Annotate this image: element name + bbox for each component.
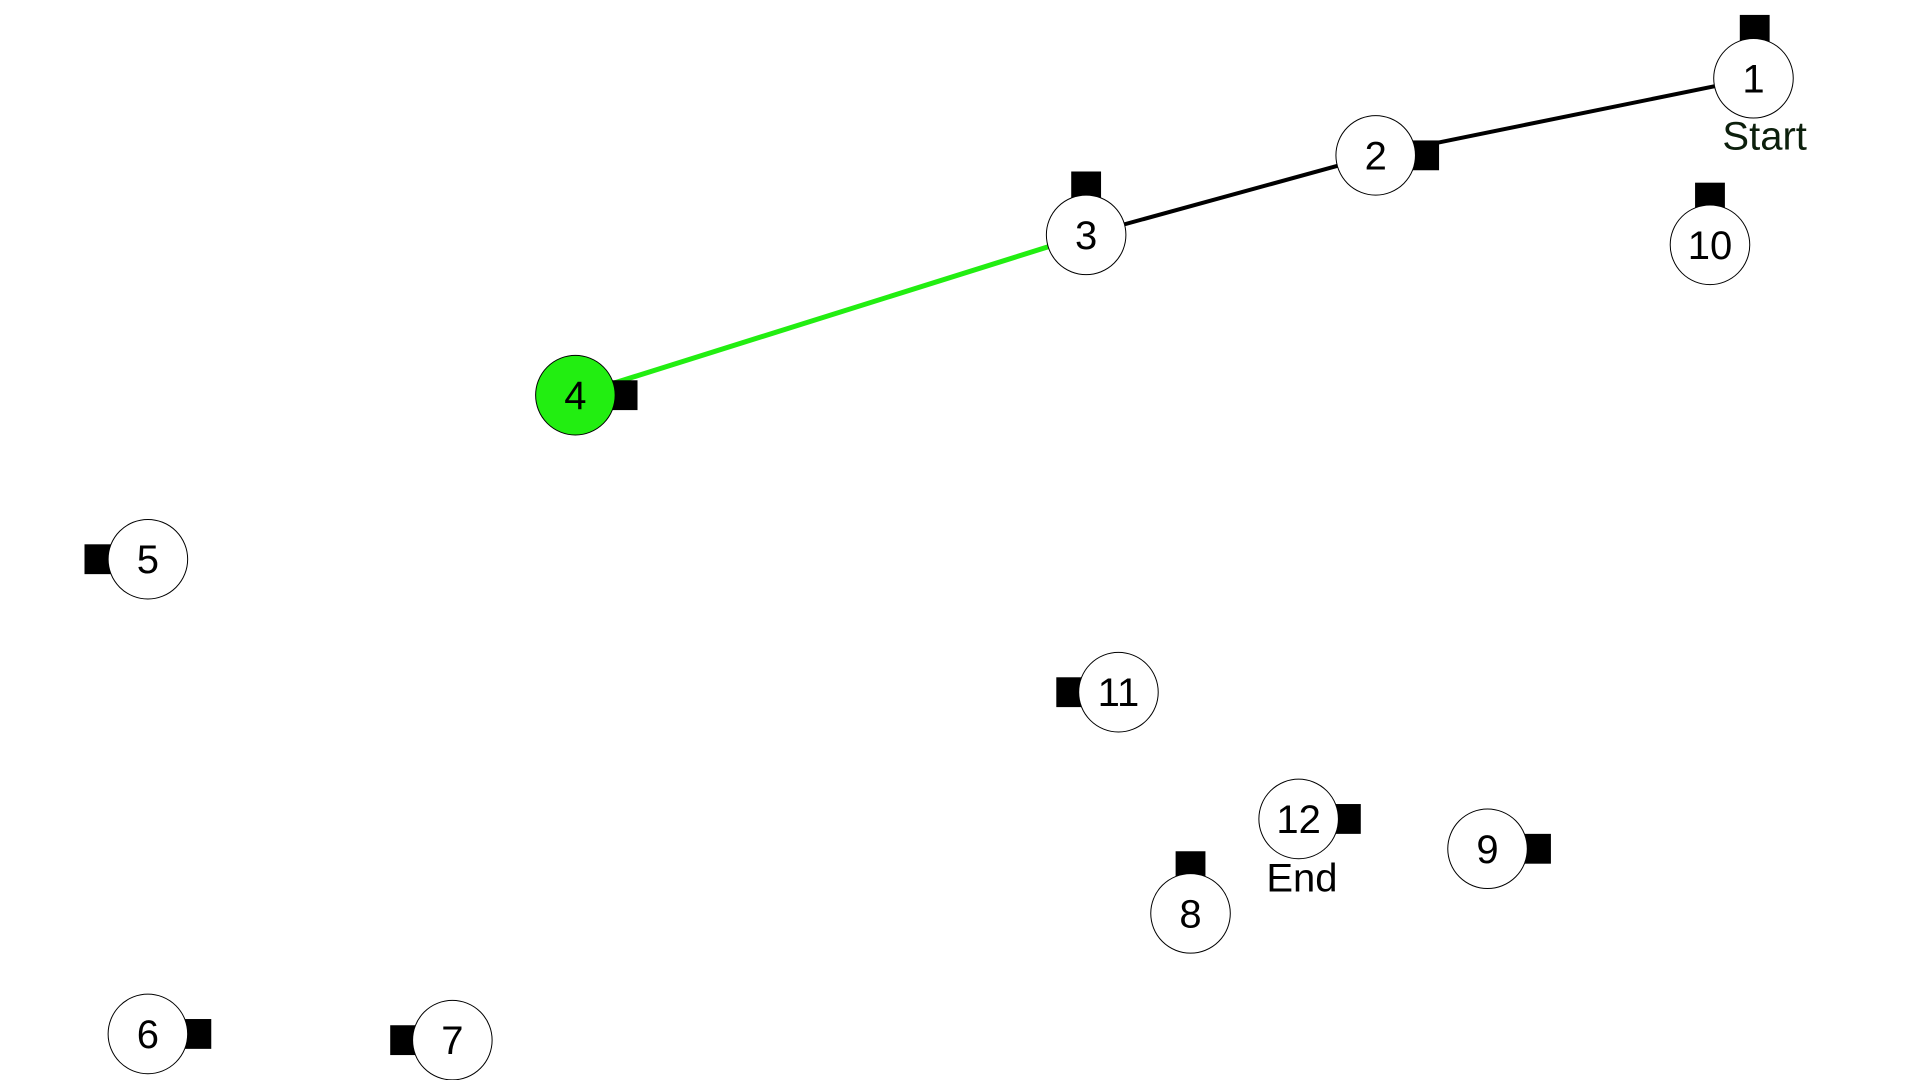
node-5-label: 5 (137, 538, 159, 582)
node-8-label: 8 (1179, 892, 1201, 936)
node-4[interactable]: 4 (535, 354, 616, 436)
node-10-circle (1669, 204, 1751, 286)
node-6-circle (107, 993, 189, 1075)
node-9-circle (1447, 808, 1528, 890)
node-3[interactable]: 3 (1045, 194, 1127, 276)
node-10[interactable]: 10 (1669, 204, 1751, 286)
node-1-note: Start (1722, 115, 1806, 159)
node-12-label: 12 (1276, 798, 1321, 842)
node-10-label: 10 (1688, 224, 1733, 268)
node-4-circle (535, 354, 616, 436)
node-1-circle (1713, 38, 1794, 119)
node-8-circle (1150, 873, 1231, 954)
node-4-label: 4 (564, 374, 586, 418)
node-2[interactable]: 2 (1335, 115, 1416, 196)
node-7-label: 7 (441, 1019, 463, 1063)
node-9[interactable]: 9 (1447, 808, 1528, 890)
node-6-label: 6 (137, 1013, 159, 1057)
node-12-note: End (1266, 857, 1337, 901)
node-8[interactable]: 8 (1150, 873, 1231, 954)
node-11-circle (1078, 651, 1159, 733)
node-9-label: 9 (1476, 828, 1498, 872)
node-2-label: 2 (1365, 134, 1387, 178)
node-2-circle (1335, 115, 1416, 196)
node-7[interactable]: 7 (412, 999, 493, 1080)
node-markers (84, 14, 1770, 1056)
node-11-label: 11 (1098, 671, 1140, 715)
node-3-label: 3 (1075, 214, 1097, 258)
route-edges (574, 76, 1754, 398)
node-12[interactable]: 12 (1258, 778, 1339, 860)
node-notes: Start End (1266, 115, 1807, 901)
edge-2-3 (1085, 153, 1377, 237)
node-1[interactable]: 1 (1713, 38, 1794, 119)
edge-3-4 (574, 232, 1087, 398)
node-3-circle (1045, 194, 1127, 276)
node-5[interactable]: 5 (107, 518, 189, 600)
node-6[interactable]: 6 (107, 993, 189, 1075)
node-5-circle (107, 518, 189, 600)
node-11[interactable]: 11 (1078, 651, 1159, 733)
node-1-label: 1 (1742, 57, 1764, 101)
node-12-circle (1258, 778, 1339, 860)
